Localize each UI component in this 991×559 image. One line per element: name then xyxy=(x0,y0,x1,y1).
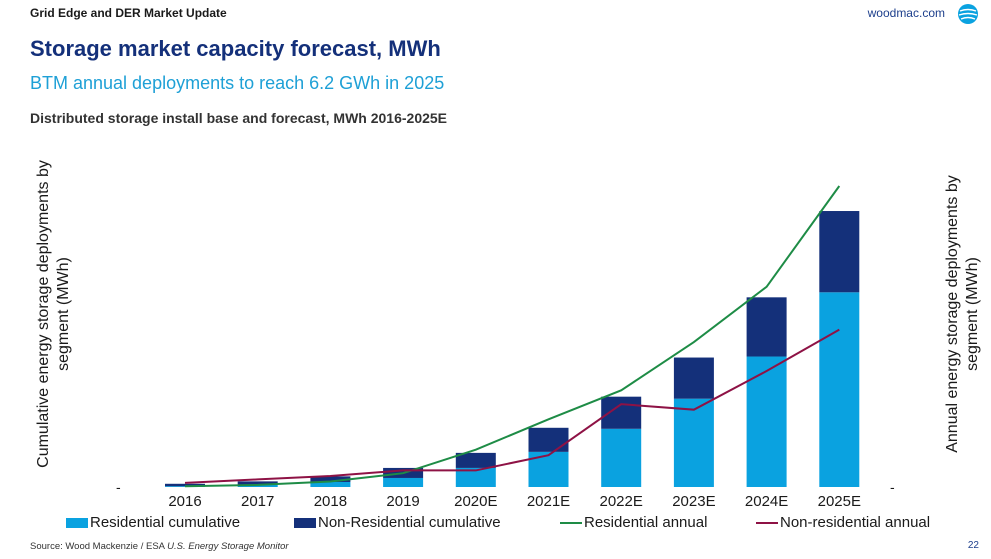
legend-item-residential-annual: Residential annual xyxy=(560,514,707,531)
y-axis-right-title-line1: Annual energy storage deployments by xyxy=(944,175,961,453)
x-tick-label-2019: 2019 xyxy=(386,493,419,510)
left-axis-tick-label: - xyxy=(116,479,121,495)
legend-item-residential-cumulative: Residential cumulative xyxy=(66,514,240,531)
bar-non-residential-cumulative-2020E xyxy=(455,452,496,468)
bar-residential-cumulative-2022E xyxy=(601,428,642,487)
source-note: Source: Wood Mackenzie / ESA U.S. Energy… xyxy=(30,541,289,552)
source-publication: U.S. Energy Storage Monitor xyxy=(167,541,289,552)
bar-non-residential-cumulative-2025E xyxy=(819,211,860,293)
legend-line-non-residential-annual xyxy=(756,521,778,524)
line-residential-annual xyxy=(184,185,841,488)
y-axis-left-title-line1: Cumulative energy storage deployments by xyxy=(35,160,52,468)
bar-residential-cumulative-2021E xyxy=(528,451,569,487)
bar-non-residential-cumulative-2018 xyxy=(310,476,351,482)
page-number: 22 xyxy=(967,540,979,551)
header-website[interactable]: woodmac.com xyxy=(867,6,945,20)
bar-residential-cumulative-2025E xyxy=(819,292,860,487)
bar-residential-cumulative-2023E xyxy=(673,398,714,487)
x-tick-label-2025E: 2025E xyxy=(818,493,861,510)
bar-non-residential-cumulative-2022E xyxy=(601,396,642,429)
x-tick-label-2021E: 2021E xyxy=(527,493,570,510)
bar-residential-cumulative-2020E xyxy=(455,467,496,487)
woodmac-globe-logo-icon xyxy=(958,4,978,24)
bar-non-residential-cumulative-2016 xyxy=(165,483,205,487)
x-tick-label-2023E: 2023E xyxy=(672,493,715,510)
bar-residential-cumulative-2024E xyxy=(746,356,787,487)
legend-label-non-residential-cumulative: Non-Residential cumulative xyxy=(318,514,501,531)
line-non-residential-annual xyxy=(184,328,840,484)
legend-item-non-residential-annual: Non-residential annual xyxy=(756,514,930,531)
legend-item-non-residential-cumulative: Non-Residential cumulative xyxy=(294,514,501,531)
bar-residential-cumulative-2016 xyxy=(165,486,205,487)
y-axis-left-title-line2: segment (MWh) xyxy=(55,257,72,371)
right-axis-tick-label: - xyxy=(890,479,895,495)
y-axis-right-title-line2: segment (MWh) xyxy=(964,257,981,371)
page-title: Storage market capacity forecast, MWh xyxy=(30,36,441,61)
bar-non-residential-cumulative-2023E xyxy=(673,357,714,399)
x-tick-label-2022E: 2022E xyxy=(600,493,643,510)
page-subtitle: BTM annual deployments to reach 6.2 GWh … xyxy=(30,73,445,93)
x-tick-label-2016: 2016 xyxy=(168,493,201,510)
x-tick-label-2020E: 2020E xyxy=(454,493,497,510)
x-tick-label-2024E: 2024E xyxy=(745,493,788,510)
bar-residential-cumulative-2018 xyxy=(310,481,351,487)
legend-line-residential-annual xyxy=(560,521,582,524)
source-text: Source: Wood Mackenzie / ESA xyxy=(30,541,168,552)
x-tick-label-2018: 2018 xyxy=(314,493,347,510)
legend-label-non-residential-annual: Non-residential annual xyxy=(780,514,931,531)
bar-non-residential-cumulative-2021E xyxy=(528,427,569,452)
legend-label-residential-cumulative: Residential cumulative xyxy=(90,514,241,531)
bar-non-residential-cumulative-2024E xyxy=(746,297,787,357)
x-tick-label-2017: 2017 xyxy=(241,493,274,510)
legend-swatch-residential-cumulative xyxy=(66,517,88,528)
bar-residential-cumulative-2019 xyxy=(383,477,424,487)
chart-title: Distributed storage install base and for… xyxy=(30,110,448,126)
legend-label-residential-annual: Residential annual xyxy=(584,514,708,531)
legend-swatch-non-residential-cumulative xyxy=(294,517,316,528)
bar-non-residential-cumulative-2017 xyxy=(237,481,278,485)
header-report-title: Grid Edge and DER Market Update xyxy=(30,6,227,20)
